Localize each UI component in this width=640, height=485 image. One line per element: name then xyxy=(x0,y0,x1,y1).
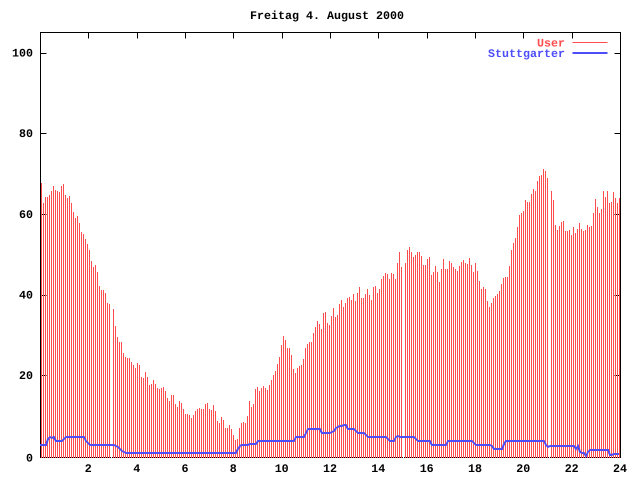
svg-text:18: 18 xyxy=(468,462,482,476)
svg-text:6: 6 xyxy=(182,462,189,476)
svg-text:Stuttgarter: Stuttgarter xyxy=(488,47,565,61)
svg-text:Freitag 4. August 2000: Freitag 4. August 2000 xyxy=(250,9,404,23)
svg-text:20: 20 xyxy=(19,369,33,383)
svg-text:60: 60 xyxy=(19,208,33,222)
svg-text:12: 12 xyxy=(323,462,337,476)
svg-text:80: 80 xyxy=(19,127,33,141)
svg-text:20: 20 xyxy=(516,462,530,476)
svg-text:8: 8 xyxy=(230,462,237,476)
svg-text:User: User xyxy=(537,37,565,51)
svg-text:16: 16 xyxy=(420,462,434,476)
svg-text:100: 100 xyxy=(12,47,33,61)
svg-text:14: 14 xyxy=(371,462,385,476)
svg-text:40: 40 xyxy=(19,289,33,303)
svg-text:4: 4 xyxy=(133,462,140,476)
svg-text:10: 10 xyxy=(275,462,289,476)
svg-text:22: 22 xyxy=(565,462,579,476)
svg-text:2: 2 xyxy=(85,462,92,476)
svg-text:24: 24 xyxy=(613,462,627,476)
svg-text:0: 0 xyxy=(26,451,33,465)
